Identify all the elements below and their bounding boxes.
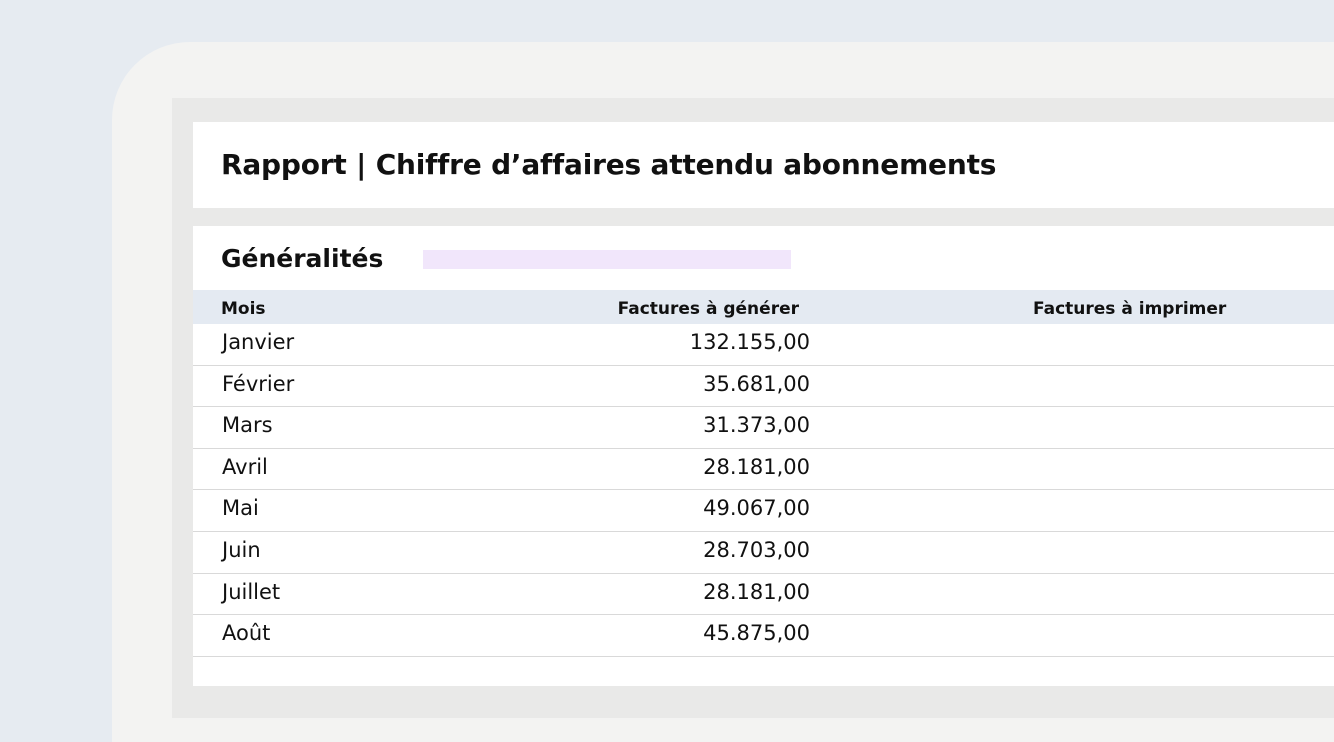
month-cell: Avril — [222, 454, 268, 479]
report-content-card: Généralités Mois Factures à générer Fact… — [193, 226, 1334, 686]
table-row[interactable]: Avril 28.181,00 — [193, 449, 1334, 491]
page-title: Rapport | Chiffre d’affaires attendu abo… — [221, 148, 997, 181]
column-header-invoices-to-generate[interactable]: Factures à générer — [617, 299, 799, 319]
invoices-to-generate-cell: 28.181,00 — [703, 454, 810, 479]
month-cell: Août — [222, 621, 271, 646]
table-row[interactable]: Février 35.681,00 — [193, 366, 1334, 408]
column-header-month[interactable]: Mois — [221, 299, 266, 319]
section-highlight-bar — [423, 250, 791, 269]
month-cell: Juillet — [222, 579, 281, 604]
table-row[interactable]: Juillet 28.181,00 — [193, 574, 1334, 616]
table-body: Janvier 132.155,00 Février 35.681,00 Mar… — [193, 324, 1334, 657]
table-row[interactable]: Mai 49.067,00 — [193, 490, 1334, 532]
invoices-to-generate-cell: 28.703,00 — [703, 537, 810, 562]
month-cell: Février — [222, 371, 295, 396]
table-header: Mois Factures à générer Factures à impri… — [193, 290, 1334, 324]
month-cell: Janvier — [222, 330, 295, 354]
table-row[interactable]: Janvier 132.155,00 — [193, 324, 1334, 366]
report-header-card: Rapport | Chiffre d’affaires attendu abo… — [193, 122, 1334, 208]
table-row[interactable]: Août 45.875,00 — [193, 615, 1334, 657]
table-row[interactable]: Juin 28.703,00 — [193, 532, 1334, 574]
invoices-to-generate-cell: 49.067,00 — [703, 496, 810, 521]
invoices-to-generate-cell: 132.155,00 — [689, 330, 810, 354]
month-cell: Mai — [222, 496, 259, 521]
column-header-invoices-to-print[interactable]: Factures à imprimer — [1033, 299, 1227, 319]
section-title: Généralités — [221, 244, 384, 273]
invoices-to-generate-cell: 31.373,00 — [703, 413, 810, 438]
invoices-to-generate-cell: 28.181,00 — [703, 579, 810, 604]
month-cell: Juin — [222, 537, 261, 562]
month-cell: Mars — [222, 413, 273, 438]
invoices-to-generate-cell: 35.681,00 — [703, 371, 810, 396]
invoices-to-generate-cell: 45.875,00 — [703, 621, 810, 646]
table-row[interactable]: Mars 31.373,00 — [193, 407, 1334, 449]
